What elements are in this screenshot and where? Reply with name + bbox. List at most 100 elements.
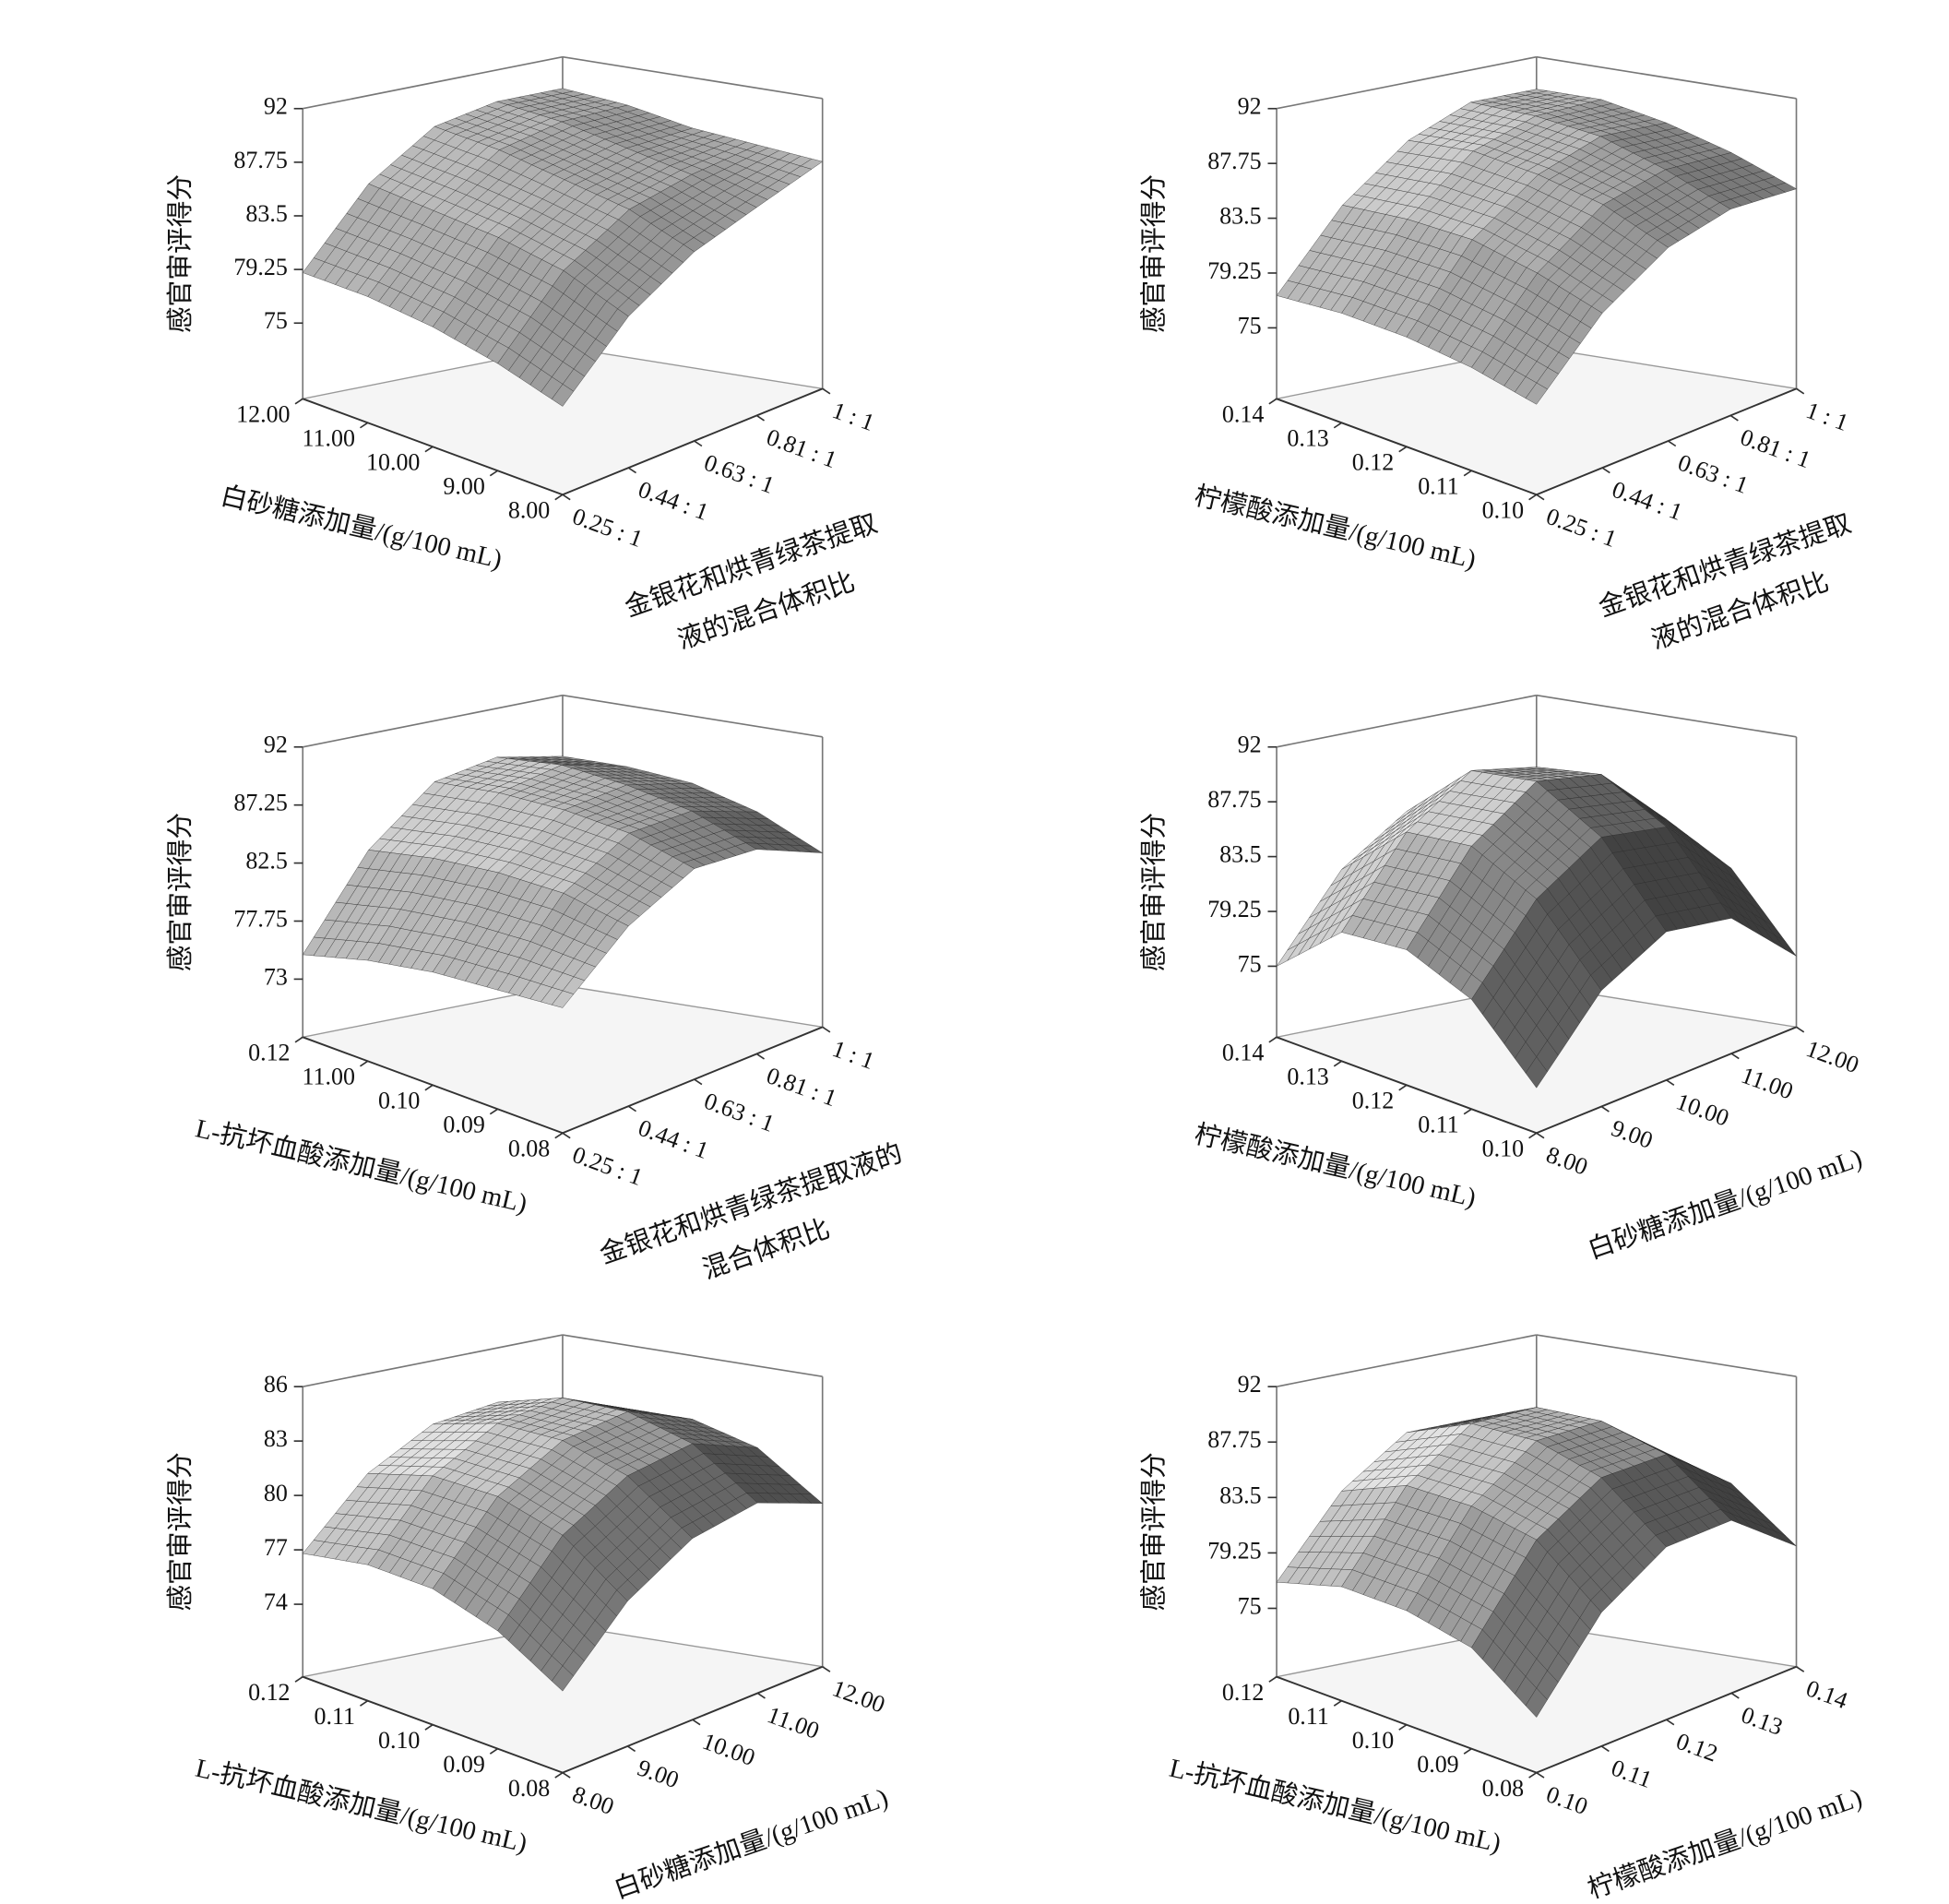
y-tick-label: 0.63 : 1 [701, 1088, 778, 1137]
y-tick [1730, 1692, 1740, 1699]
y-tick-label: 0.81 : 1 [1737, 423, 1814, 473]
y-tick [1536, 494, 1545, 501]
x-tick-label: 0.10 [1482, 496, 1524, 523]
box-edge [1276, 1334, 1537, 1387]
x-tick-label: 0.12 [248, 1039, 290, 1065]
surface-patch [551, 1665, 575, 1692]
z-tick-label: 92 [1238, 93, 1262, 120]
box-edge [303, 55, 564, 110]
box-edge [303, 1334, 564, 1387]
z-tick-label: 77.75 [233, 905, 287, 932]
y-tick [562, 494, 571, 501]
y-tick-label: 11.00 [764, 1701, 823, 1744]
x-tick [554, 1132, 564, 1139]
x-tick [1398, 1723, 1408, 1731]
x-tick [1268, 1676, 1278, 1683]
z-tick-label: 87.75 [233, 147, 287, 173]
z-tick-label: 92 [264, 732, 288, 758]
y-tick [694, 440, 703, 447]
y-tick-label: 0.25 : 1 [1543, 503, 1621, 553]
x-tick [489, 1108, 498, 1115]
x-tick-label: 0.11 [315, 1703, 355, 1730]
z-tick-label: 77 [264, 1534, 288, 1561]
y-tick-label: 0.13 [1738, 1701, 1787, 1741]
y-tick-label: 10.00 [699, 1728, 759, 1771]
y-tick-label: 10.00 [1672, 1088, 1732, 1131]
y-tick [562, 1771, 571, 1779]
x-tick [360, 422, 369, 429]
z-tick-label: 79.25 [233, 254, 287, 280]
y-tick [1666, 1719, 1675, 1726]
axis-line [562, 387, 824, 496]
z-tick-label: 75 [1238, 312, 1262, 339]
x-tick-label: 0.11 [1288, 1703, 1328, 1730]
x-tick-label: 0.08 [508, 1135, 550, 1161]
y-tick-label: 0.63 : 1 [1674, 449, 1752, 499]
x-tick-label: 0.08 [508, 1775, 550, 1802]
y-tick-label: 0.25 : 1 [569, 1141, 647, 1191]
x-tick-label: 0.10 [1352, 1727, 1394, 1754]
z-axis-title: 感官审评得分 [1140, 813, 1170, 971]
y-tick-label: 0.44 : 1 [635, 476, 712, 526]
y-tick [1666, 1079, 1675, 1086]
y-tick [692, 1719, 701, 1726]
x-tick-label: 0.14 [1222, 1039, 1264, 1065]
x-tick [424, 1084, 434, 1091]
y-tick-label: 0.81 : 1 [763, 1062, 840, 1112]
x-tick-label: 11.00 [303, 424, 355, 451]
z-axis-title: 感官审评得分 [1140, 174, 1170, 333]
z-tick-label: 83.5 [1219, 203, 1261, 230]
z-tick-label: 92 [264, 93, 288, 120]
z-tick-label: 79.25 [1207, 1537, 1261, 1564]
y-tick [1729, 414, 1739, 422]
y-tick [1730, 1053, 1740, 1060]
z-tick-label: 82.5 [245, 848, 287, 875]
box-edge [1276, 55, 1537, 110]
y-tick [756, 1692, 766, 1699]
y-tick-label: 1 : 1 [829, 397, 878, 436]
z-tick-label: 83.5 [1219, 841, 1261, 868]
surface-patch [1774, 934, 1797, 957]
z-tick-label: 83 [264, 1425, 288, 1452]
x-tick [1398, 446, 1408, 453]
y-tick-label: 0.81 : 1 [763, 423, 840, 473]
box-edge [1536, 55, 1797, 100]
z-tick-label: 74 [264, 1589, 288, 1615]
y-tick-label: 12.00 [1802, 1035, 1862, 1078]
x-tick-label: 0.09 [1417, 1751, 1458, 1778]
y-tick [627, 1105, 636, 1113]
axis-line [562, 1026, 824, 1135]
y-tick [626, 1745, 636, 1753]
x-tick [1333, 1700, 1342, 1707]
y-tick [1668, 440, 1677, 447]
box-edge [1536, 1334, 1797, 1378]
y-tick-label: 0.25 : 1 [569, 503, 647, 553]
x-tick [1463, 1108, 1472, 1115]
y-tick-label: 8.00 [1543, 1141, 1592, 1181]
x-tick [1398, 1084, 1408, 1091]
z-tick-label: 73 [264, 963, 288, 990]
y-tick [755, 414, 765, 422]
x-tick-label: 10.00 [366, 448, 420, 475]
y-tick [1600, 1745, 1610, 1753]
y-tick-label: 0.11 [1608, 1755, 1656, 1793]
x-tick [360, 1060, 369, 1067]
y-tick [822, 1666, 831, 1672]
x-tick [1528, 1771, 1538, 1779]
surface-patch [551, 990, 575, 1008]
surface-patch [551, 384, 575, 407]
x-tick [1463, 1747, 1472, 1755]
z-tick-label: 87.75 [1207, 786, 1261, 813]
y-tick-label: 0.44 : 1 [1609, 476, 1686, 526]
y-tick-label: 0.44 : 1 [635, 1114, 712, 1164]
surface-chart: 75 79.25 83.5 87.75 92 8.00 9.00 10.00 11.00 12.0… [166, 55, 881, 655]
z-tick-label: 87.75 [1207, 148, 1261, 174]
x-tick [1268, 398, 1278, 405]
x-tick [1333, 1060, 1342, 1067]
y-tick [1796, 387, 1805, 395]
x-tick [489, 470, 498, 477]
y-tick-label: 1 : 1 [829, 1035, 878, 1075]
z-tick-label: 92 [1238, 1371, 1262, 1398]
